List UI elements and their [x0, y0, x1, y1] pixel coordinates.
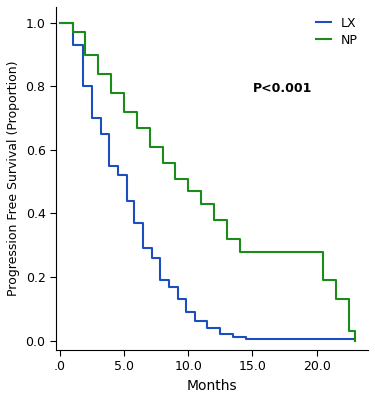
- LX: [353, 338, 357, 343]
- NP: [57, 20, 62, 25]
- NP: [218, 218, 223, 222]
- NP: [327, 278, 332, 282]
- NP: [302, 249, 306, 254]
- LX: [57, 20, 62, 25]
- LX: [225, 332, 229, 336]
- LX: [102, 132, 107, 136]
- Y-axis label: Progression Free Survival (Proportion): Progression Free Survival (Proportion): [7, 61, 20, 296]
- NP: [199, 202, 203, 206]
- LX: [225, 332, 229, 336]
- LX: [70, 43, 75, 48]
- LX: [211, 326, 216, 330]
- LX: [205, 326, 210, 330]
- Line: NP: NP: [60, 23, 355, 340]
- X-axis label: Months: Months: [187, 379, 237, 393]
- Legend: LX, NP: LX, NP: [312, 13, 362, 50]
- NP: [321, 249, 326, 254]
- Text: P<0.001: P<0.001: [253, 82, 312, 96]
- Line: LX: LX: [60, 23, 355, 340]
- NP: [263, 249, 267, 254]
- NP: [353, 338, 357, 343]
